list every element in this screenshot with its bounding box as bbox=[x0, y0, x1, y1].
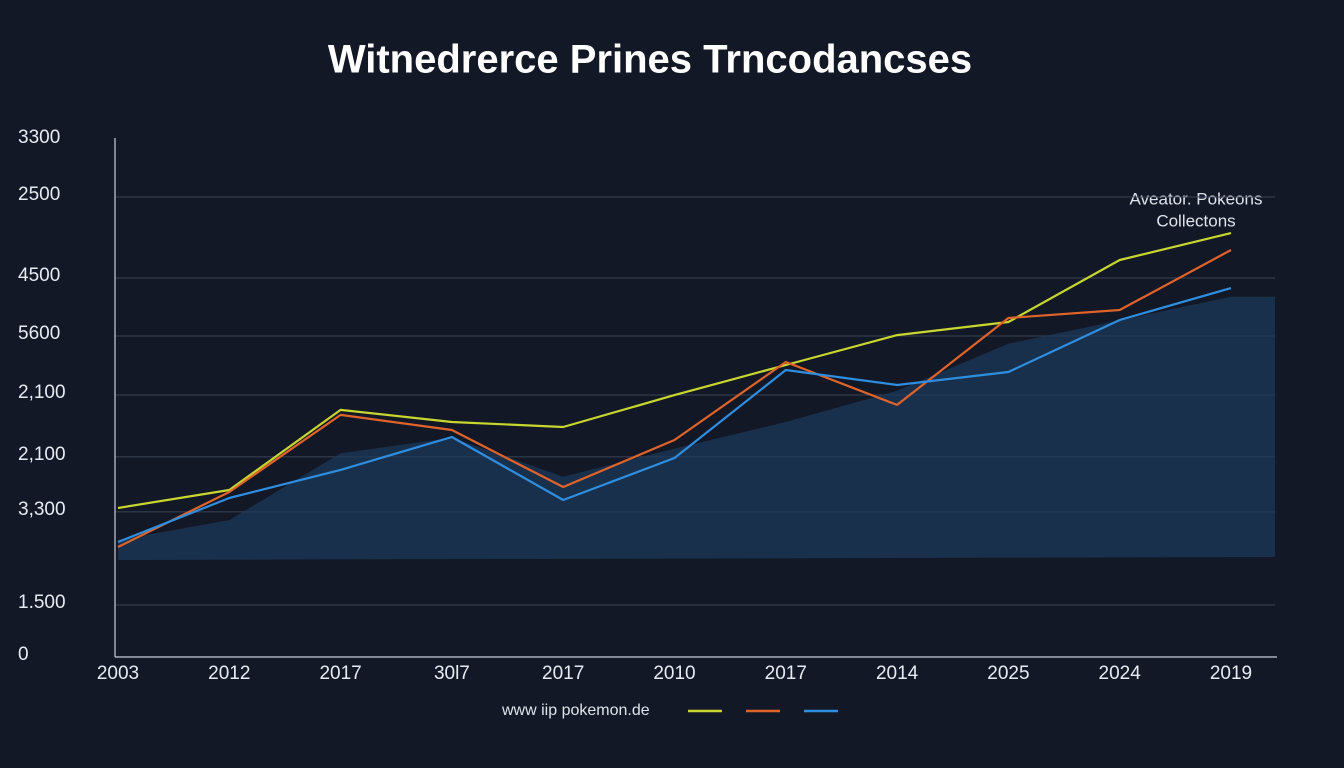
line bbox=[117, 249, 1232, 548]
annotation: Collectons bbox=[1156, 211, 1235, 230]
y-tick-label: 2,100 bbox=[18, 382, 66, 403]
x-tick-label: 2024 bbox=[1099, 663, 1142, 684]
x-tick-label: 2025 bbox=[987, 663, 1029, 684]
x-tick-label: 2014 bbox=[876, 663, 919, 684]
x-tick-label: 2017 bbox=[765, 663, 807, 684]
y-tick-label: 2500 bbox=[18, 184, 60, 205]
chart-title: Witnedrerce Prines Trncodancses bbox=[328, 38, 972, 82]
y-tick-label: 3,300 bbox=[18, 499, 66, 520]
y-tick-label: 1.500 bbox=[18, 592, 66, 613]
x-tick-label: 2003 bbox=[97, 663, 139, 684]
line bbox=[117, 287, 1232, 544]
y-tick-label: 3300 bbox=[18, 127, 60, 148]
y-tick-label: 0 bbox=[18, 644, 29, 665]
x-tick-label: 2017 bbox=[319, 663, 361, 684]
annotation: Aveator. Pokeons bbox=[1130, 189, 1263, 208]
x-tick-label: 30l7 bbox=[434, 663, 470, 684]
y-tick-label: 2,100 bbox=[18, 444, 66, 465]
line bbox=[117, 232, 1232, 510]
x-tick-label: 2017 bbox=[542, 663, 584, 684]
y-tick-label: 4500 bbox=[18, 265, 60, 286]
x-tick-label: 2012 bbox=[208, 663, 250, 684]
legend-text: www iip pokemon.de bbox=[501, 702, 650, 719]
y-tick-label: 5600 bbox=[18, 323, 60, 344]
x-tick-label: 2019 bbox=[1210, 663, 1252, 684]
x-tick-label: 2010 bbox=[653, 663, 695, 684]
area bbox=[118, 296, 1275, 560]
